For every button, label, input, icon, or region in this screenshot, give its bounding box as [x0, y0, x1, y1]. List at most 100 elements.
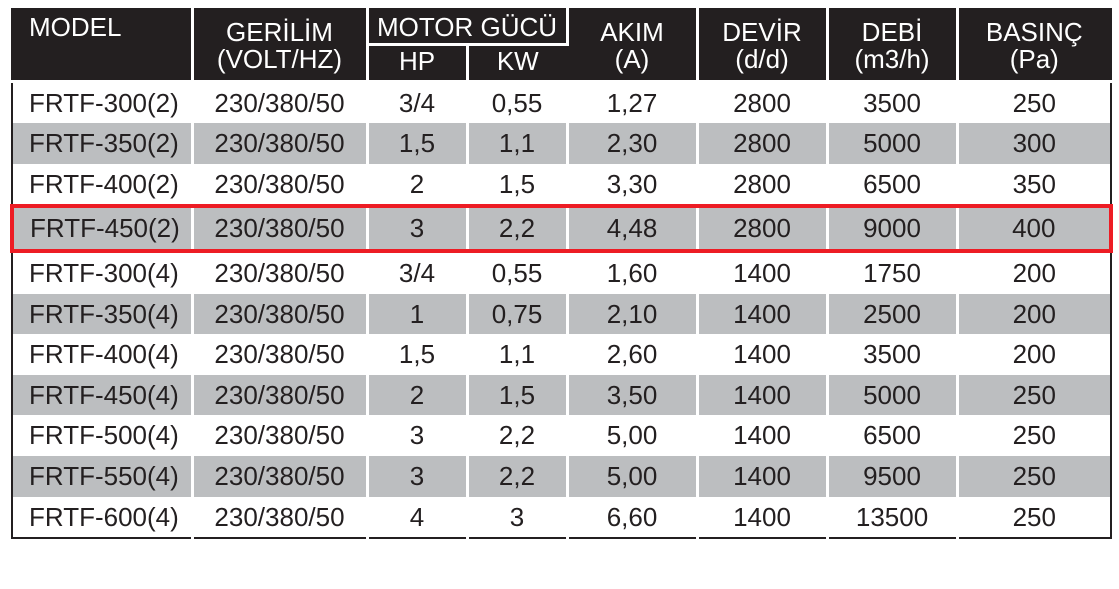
- cell-model: FRTF-600(4): [12, 497, 192, 539]
- cell-hp: 3/4: [367, 81, 467, 123]
- cell-hp: 3/4: [367, 251, 467, 294]
- cell-hp: 2: [367, 164, 467, 207]
- col-header-devir: DEVİR (d/d): [697, 9, 827, 81]
- cell-kw: 2,2: [467, 206, 567, 251]
- cell-model: FRTF-400(2): [12, 164, 192, 207]
- table-row: FRTF-300(2)230/380/503/40,551,2728003500…: [12, 81, 1111, 123]
- table-row: FRTF-400(2)230/380/5021,53,3028006500350: [12, 164, 1111, 207]
- col-header-akim-l2: (A): [573, 46, 692, 73]
- cell-hp: 3: [367, 206, 467, 251]
- cell-akim: 5,00: [567, 415, 697, 456]
- cell-model: FRTF-450(2): [12, 206, 192, 251]
- cell-devir: 2800: [697, 81, 827, 123]
- cell-hp: 2: [367, 375, 467, 416]
- cell-model: FRTF-500(4): [12, 415, 192, 456]
- cell-volt: 230/380/50: [192, 206, 367, 251]
- cell-kw: 1,5: [467, 375, 567, 416]
- cell-basinc: 250: [957, 81, 1111, 123]
- cell-hp: 1,5: [367, 334, 467, 375]
- cell-kw: 3: [467, 497, 567, 539]
- cell-devir: 1400: [697, 497, 827, 539]
- cell-akim: 6,60: [567, 497, 697, 539]
- cell-kw: 0,55: [467, 81, 567, 123]
- cell-hp: 4: [367, 497, 467, 539]
- col-header-hp: HP: [367, 45, 467, 81]
- table-row: FRTF-600(4)230/380/50436,60140013500250: [12, 497, 1111, 539]
- cell-hp: 1: [367, 294, 467, 335]
- cell-kw: 2,2: [467, 456, 567, 497]
- col-header-volt: GERİLİM (VOLT/HZ): [192, 9, 367, 81]
- col-header-debi-l1: DEBİ: [862, 17, 923, 47]
- cell-akim: 2,30: [567, 123, 697, 164]
- col-header-model: MODEL: [12, 9, 192, 81]
- col-header-akim: AKIM (A): [567, 9, 697, 81]
- cell-kw: 0,75: [467, 294, 567, 335]
- cell-model: FRTF-300(2): [12, 81, 192, 123]
- cell-model: FRTF-300(4): [12, 251, 192, 294]
- table-row: FRTF-500(4)230/380/5032,25,0014006500250: [12, 415, 1111, 456]
- cell-akim: 1,27: [567, 81, 697, 123]
- col-header-volt-l1: GERİLİM: [226, 17, 333, 47]
- cell-debi: 9000: [827, 206, 957, 251]
- col-header-basinc-l1: BASINÇ: [986, 17, 1083, 47]
- cell-debi: 6500: [827, 164, 957, 207]
- cell-akim: 1,60: [567, 251, 697, 294]
- cell-akim: 4,48: [567, 206, 697, 251]
- cell-devir: 2800: [697, 164, 827, 207]
- cell-basinc: 250: [957, 456, 1111, 497]
- cell-debi: 2500: [827, 294, 957, 335]
- cell-akim: 5,00: [567, 456, 697, 497]
- cell-model: FRTF-550(4): [12, 456, 192, 497]
- cell-basinc: 200: [957, 251, 1111, 294]
- table-row: FRTF-450(4)230/380/5021,53,5014005000250: [12, 375, 1111, 416]
- cell-basinc: 300: [957, 123, 1111, 164]
- table-row: FRTF-300(4)230/380/503/40,551,6014001750…: [12, 251, 1111, 294]
- cell-basinc: 400: [957, 206, 1111, 251]
- cell-basinc: 350: [957, 164, 1111, 207]
- cell-basinc: 250: [957, 375, 1111, 416]
- col-header-model-l1: MODEL: [29, 12, 121, 42]
- cell-debi: 3500: [827, 334, 957, 375]
- cell-kw: 2,2: [467, 415, 567, 456]
- table-row: FRTF-350(4)230/380/5010,752,101400250020…: [12, 294, 1111, 335]
- cell-model: FRTF-450(4): [12, 375, 192, 416]
- cell-basinc: 250: [957, 415, 1111, 456]
- cell-debi: 5000: [827, 375, 957, 416]
- cell-model: FRTF-350(2): [12, 123, 192, 164]
- col-header-kw: KW: [467, 45, 567, 81]
- table-row: FRTF-450(2)230/380/5032,24,4828009000400: [12, 206, 1111, 251]
- col-header-debi-l2: (m3/h): [833, 46, 952, 73]
- cell-debi: 6500: [827, 415, 957, 456]
- cell-kw: 0,55: [467, 251, 567, 294]
- cell-basinc: 250: [957, 497, 1111, 539]
- cell-devir: 1400: [697, 251, 827, 294]
- spec-table: MODEL GERİLİM (VOLT/HZ) MOTOR GÜCÜ AKIM …: [10, 8, 1113, 539]
- cell-hp: 3: [367, 456, 467, 497]
- cell-hp: 3: [367, 415, 467, 456]
- cell-akim: 2,60: [567, 334, 697, 375]
- cell-akim: 3,50: [567, 375, 697, 416]
- cell-volt: 230/380/50: [192, 334, 367, 375]
- cell-debi: 1750: [827, 251, 957, 294]
- cell-kw: 1,5: [467, 164, 567, 207]
- col-header-basinc: BASINÇ (Pa): [957, 9, 1111, 81]
- cell-volt: 230/380/50: [192, 294, 367, 335]
- cell-kw: 1,1: [467, 123, 567, 164]
- table-row: FRTF-550(4)230/380/5032,25,0014009500250: [12, 456, 1111, 497]
- cell-akim: 2,10: [567, 294, 697, 335]
- col-header-devir-l2: (d/d): [703, 46, 822, 73]
- cell-devir: 1400: [697, 334, 827, 375]
- cell-basinc: 200: [957, 334, 1111, 375]
- cell-akim: 3,30: [567, 164, 697, 207]
- cell-volt: 230/380/50: [192, 251, 367, 294]
- cell-volt: 230/380/50: [192, 123, 367, 164]
- cell-volt: 230/380/50: [192, 456, 367, 497]
- cell-devir: 1400: [697, 294, 827, 335]
- cell-volt: 230/380/50: [192, 81, 367, 123]
- cell-devir: 1400: [697, 415, 827, 456]
- table-row: FRTF-350(2)230/380/501,51,12,30280050003…: [12, 123, 1111, 164]
- cell-volt: 230/380/50: [192, 375, 367, 416]
- cell-devir: 1400: [697, 375, 827, 416]
- cell-basinc: 200: [957, 294, 1111, 335]
- cell-volt: 230/380/50: [192, 415, 367, 456]
